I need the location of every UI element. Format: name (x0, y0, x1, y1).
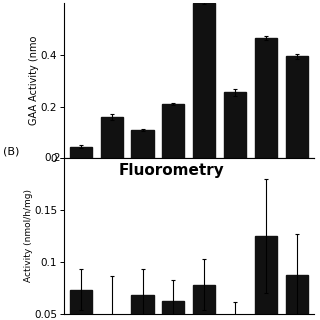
Bar (285, 275, 308, 314)
Y-axis label: GAA Activity (nmo: GAA Activity (nmo (29, 36, 39, 125)
Bar (255, 236, 277, 314)
Y-axis label: Activity (nmol/h/mg): Activity (nmol/h/mg) (24, 189, 33, 283)
Text: Fluorometry: Fluorometry (119, 163, 225, 178)
Bar (162, 301, 185, 314)
Text: 0.2: 0.2 (44, 153, 61, 164)
Bar (132, 295, 154, 314)
Text: (B): (B) (3, 147, 20, 157)
Bar (132, 130, 154, 158)
Bar (255, 38, 277, 158)
Bar (101, 117, 123, 158)
Bar (193, 284, 215, 314)
Bar (70, 147, 92, 158)
Bar (162, 104, 185, 158)
Bar (285, 56, 308, 158)
Bar (70, 290, 92, 314)
Bar (193, 3, 215, 158)
Bar (224, 92, 246, 158)
